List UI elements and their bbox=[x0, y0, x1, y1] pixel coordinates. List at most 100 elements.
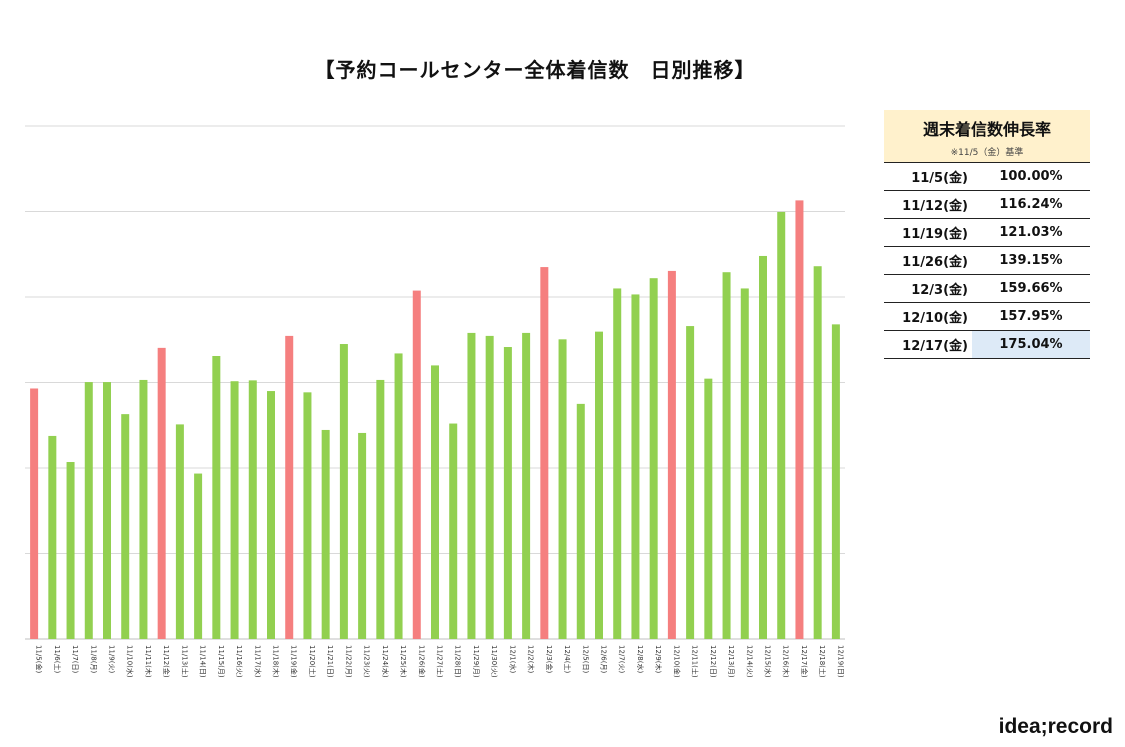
bar-11/14(日) bbox=[194, 473, 203, 639]
bar-11/13(土) bbox=[175, 424, 184, 639]
bar-12/19(日) bbox=[831, 324, 840, 639]
x-tick-label: 11/30(火) bbox=[490, 645, 498, 678]
x-tick-label: 12/9(木) bbox=[654, 645, 663, 673]
bar-11/17(水) bbox=[248, 380, 257, 639]
row-date: 12/17(金) bbox=[902, 339, 968, 354]
x-tick-label: 11/22(月) bbox=[344, 645, 352, 678]
bar-11/30(火) bbox=[485, 335, 494, 639]
row-value: 121.03% bbox=[999, 225, 1063, 240]
x-tick-label: 11/12(金) bbox=[162, 645, 171, 678]
bar-12/16(木) bbox=[777, 211, 786, 640]
x-tick-label: 11/5(金) bbox=[35, 645, 44, 673]
table-row: 11/19(金) 121.03% bbox=[884, 219, 1090, 247]
x-tick-label: 12/11(土) bbox=[691, 645, 700, 678]
brand-logo: idea;record bbox=[998, 715, 1113, 738]
growth-rate-table: 週末着信数伸長率 ※11/5（金）基準 11/5(金) 100.00% 11/12… bbox=[884, 110, 1090, 359]
bar-12/8(水) bbox=[631, 294, 640, 639]
x-tick-label: 11/21(日) bbox=[326, 645, 334, 678]
bar-11/8(月) bbox=[84, 382, 93, 639]
x-tick-label: 11/7(日) bbox=[71, 645, 79, 673]
table-row: 11/26(金) 139.15% bbox=[884, 247, 1090, 275]
bar-11/18(木) bbox=[267, 391, 275, 639]
table-row: 12/10(金) 157.95% bbox=[884, 303, 1090, 331]
x-tick-label: 12/1(水) bbox=[508, 645, 517, 673]
x-tick-label: 12/17(金) bbox=[800, 645, 809, 678]
x-tick-label: 11/26(金) bbox=[417, 645, 426, 678]
bar-11/15(月) bbox=[212, 355, 221, 639]
bar-12/13(月) bbox=[722, 272, 731, 639]
bar-11/26(金) bbox=[412, 290, 421, 639]
x-tick-label: 12/5(日) bbox=[581, 645, 589, 673]
table-row: 11/5(金) 100.00% bbox=[884, 163, 1090, 191]
bar-11/21(日) bbox=[321, 429, 330, 639]
table-row: 11/12(金) 116.24% bbox=[884, 191, 1090, 219]
row-date: 11/26(金) bbox=[902, 255, 968, 270]
bar-12/17(金) bbox=[795, 200, 804, 639]
table-header: 週末着信数伸長率 ※11/5（金）基準 bbox=[884, 110, 1090, 163]
x-tick-label: 12/4(土) bbox=[563, 645, 572, 673]
x-tick-label: 11/11(木) bbox=[144, 645, 153, 678]
x-tick-label: 11/24(水) bbox=[381, 645, 390, 678]
x-tick-label: 11/6(土) bbox=[53, 645, 62, 673]
x-tick-label: 11/10(水) bbox=[126, 645, 135, 678]
bar-12/5(日) bbox=[576, 403, 585, 639]
x-tick-label: 12/10(金) bbox=[672, 645, 681, 678]
row-date: 12/3(金) bbox=[911, 283, 968, 298]
bar-11/27(土) bbox=[431, 365, 439, 639]
row-date: 12/10(金) bbox=[902, 311, 968, 326]
bar-12/7(火) bbox=[613, 288, 622, 639]
x-tick-label: 11/15(月) bbox=[217, 645, 225, 678]
x-tick-label: 11/17(水) bbox=[253, 645, 262, 678]
row-value: 175.04% bbox=[972, 331, 1090, 358]
x-tick-label: 11/29(月) bbox=[472, 645, 480, 678]
bar-11/11(木) bbox=[139, 379, 148, 639]
bar-11/12(金) bbox=[157, 347, 166, 639]
bar-12/18(土) bbox=[813, 266, 822, 639]
row-date: 11/19(金) bbox=[902, 227, 968, 242]
bar-11/29(月) bbox=[467, 332, 476, 639]
x-tick-label: 12/12(日) bbox=[709, 645, 717, 678]
table-title: 週末着信数伸長率 bbox=[922, 120, 1051, 139]
x-tick-label: 11/19(金) bbox=[290, 645, 299, 678]
x-tick-label: 11/8(月) bbox=[89, 645, 97, 673]
row-value: 100.00% bbox=[999, 169, 1063, 184]
x-tick-label: 11/18(木) bbox=[272, 645, 281, 678]
row-date: 11/5(金) bbox=[911, 171, 968, 186]
x-tick-label: 11/13(土) bbox=[180, 645, 189, 678]
x-tick-label: 11/14(日) bbox=[199, 645, 207, 678]
bar-11/20(土) bbox=[303, 392, 312, 639]
x-tick-label: 11/9(火) bbox=[108, 645, 116, 673]
x-tick-label: 12/3(金) bbox=[545, 645, 554, 673]
bar-12/11(土) bbox=[686, 326, 695, 639]
x-tick-label: 11/23(火) bbox=[363, 645, 371, 678]
bar-11/16(火) bbox=[230, 381, 239, 639]
chart-title: 【予約コールセンター全体着信数 日別推移】 bbox=[314, 58, 756, 82]
x-tick-label: 12/7(火) bbox=[618, 645, 626, 673]
bar-11/10(水) bbox=[121, 414, 130, 639]
x-tick-label: 12/19(日) bbox=[836, 645, 844, 678]
x-tick-label: 11/27(土) bbox=[436, 645, 445, 678]
bar-11/23(火) bbox=[358, 432, 367, 639]
x-tick-label: 11/16(火) bbox=[235, 645, 243, 678]
x-tick-label: 12/14(火) bbox=[745, 645, 753, 678]
bar-12/12(日) bbox=[704, 378, 713, 639]
bar-11/6(土) bbox=[48, 435, 57, 639]
bar-12/3(金) bbox=[540, 267, 549, 639]
x-tick-label: 12/16(木) bbox=[782, 645, 791, 678]
bar-11/25(木) bbox=[394, 353, 403, 639]
row-value: 116.24% bbox=[999, 197, 1063, 212]
bar-12/10(金) bbox=[667, 270, 676, 639]
row-value: 157.95% bbox=[999, 309, 1063, 324]
bar-11/5(金) bbox=[30, 388, 39, 639]
x-tick-label: 12/6(月) bbox=[600, 645, 608, 673]
x-tick-label: 12/8(水) bbox=[636, 645, 645, 673]
bar-11/22(月) bbox=[339, 344, 348, 639]
x-tick-label: 11/28(日) bbox=[454, 645, 462, 678]
bar-11/19(金) bbox=[285, 335, 294, 639]
bar-11/28(日) bbox=[449, 423, 458, 639]
x-tick-label: 12/18(土) bbox=[818, 645, 827, 678]
bar-12/2(木) bbox=[522, 332, 531, 639]
row-value: 139.15% bbox=[999, 253, 1063, 268]
x-tick-label: 12/13(月) bbox=[727, 645, 735, 678]
bar-12/15(水) bbox=[759, 255, 767, 639]
